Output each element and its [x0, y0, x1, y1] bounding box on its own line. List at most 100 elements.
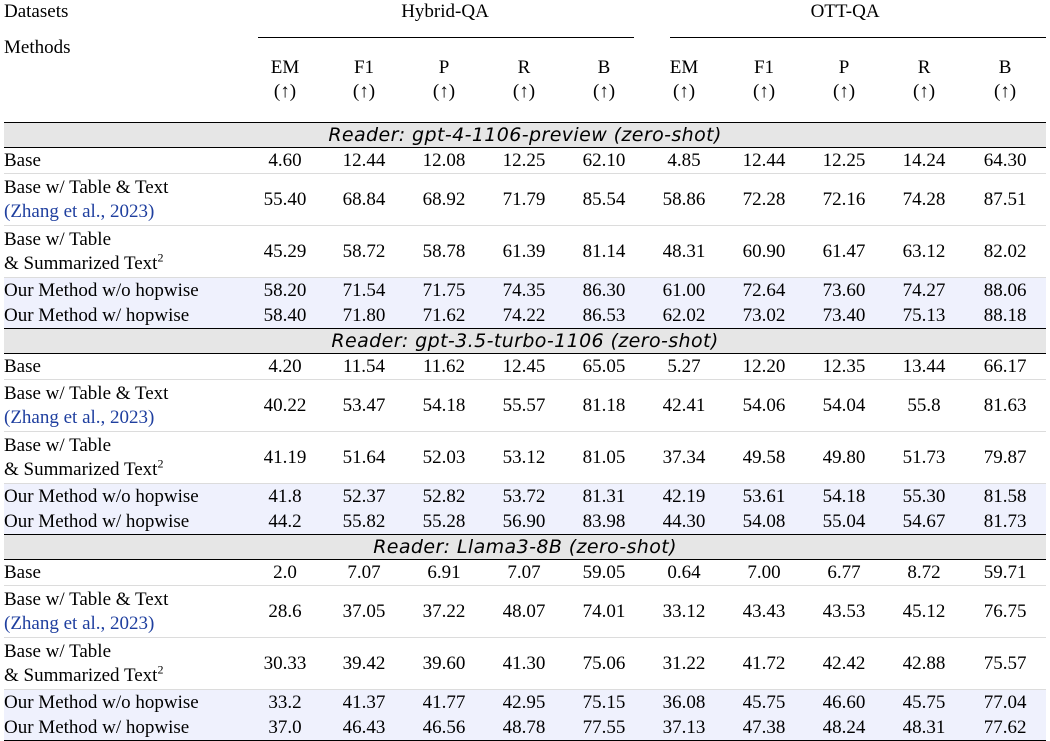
table-cell: 72.28 — [724, 173, 805, 226]
table-cell: 49.80 — [804, 431, 885, 484]
table-cell: 40.22 — [246, 379, 324, 432]
table-cell: 12.08 — [404, 147, 484, 174]
metric-header-f1: F1 (↑) — [724, 36, 805, 123]
table-cell: 72.16 — [804, 173, 885, 226]
method-label: Base w/ Table & Summarized Text2 — [4, 637, 246, 690]
table-cell: 54.04 — [804, 379, 885, 432]
table-cell: 53.61 — [724, 483, 805, 509]
datasets-header: Datasets — [4, 1, 69, 22]
table-cell: 55.04 — [804, 509, 885, 535]
table-cell: 74.27 — [884, 277, 965, 303]
citation-link[interactable]: (Zhang et al., 2023) — [4, 612, 155, 634]
table-cell: 44.2 — [246, 509, 324, 535]
table-cell: 77.04 — [964, 689, 1047, 715]
table-cell: 62.10 — [564, 147, 645, 174]
table-cell: 75.15 — [564, 689, 645, 715]
table-cell: 71.75 — [404, 277, 484, 303]
table-row: Base w/ Table & Summarized Text2 45.29 58.7… — [4, 225, 1047, 278]
table-cell: 71.79 — [484, 173, 564, 226]
table-cell: 51.64 — [324, 431, 404, 484]
table-cell: 81.14 — [564, 225, 645, 278]
method-label: Base w/ Table & Summarized Text2 — [4, 225, 246, 278]
method-label: Our Method w/ hopwise — [4, 303, 246, 329]
table-cell: 45.12 — [884, 585, 965, 638]
table-cell: 11.54 — [324, 353, 404, 380]
table-cell: 4.85 — [644, 147, 725, 174]
table-cell: 63.12 — [884, 225, 965, 278]
table-cell: 58.20 — [246, 277, 324, 303]
table-cell: 48.07 — [484, 585, 564, 638]
group-header-ott-qa: OTT-QA — [644, 0, 1047, 38]
table-cell: 75.06 — [564, 637, 645, 690]
table-cell: 12.20 — [724, 353, 805, 380]
table-cell: 52.37 — [324, 483, 404, 509]
method-label: Base w/ Table & Text (Zhang et al., 2023) — [4, 379, 246, 432]
table-cell: 88.18 — [964, 303, 1047, 329]
method-label: Base w/ Table & Summarized Text2 — [4, 431, 246, 484]
table-row: Base w/ Table & Summarized Text2 30.33 39.4… — [4, 637, 1047, 690]
table-cell: 7.00 — [724, 559, 805, 586]
table-cell: 55.82 — [324, 509, 404, 535]
table-cell: 13.44 — [884, 353, 965, 380]
table-cell: 61.47 — [804, 225, 885, 278]
table-cell: 68.92 — [404, 173, 484, 226]
table-cell: 72.64 — [724, 277, 805, 303]
table-cell: 53.47 — [324, 379, 404, 432]
results-table: Datasets Hybrid-QA OTT-QA Methods EM (↑) F… — [4, 0, 1047, 741]
table-row: Our Method w/o hopwise 33.2 41.37 41.77 42.9… — [4, 689, 1047, 715]
table-cell: 86.53 — [564, 303, 645, 329]
table-cell: 73.02 — [724, 303, 805, 329]
table-cell: 54.08 — [724, 509, 805, 535]
table-cell: 46.60 — [804, 689, 885, 715]
table-cell: 41.37 — [324, 689, 404, 715]
table-cell: 55.30 — [884, 483, 965, 509]
table-cell: 46.43 — [324, 715, 404, 741]
table-cell: 42.19 — [644, 483, 725, 509]
table-cell: 81.05 — [564, 431, 645, 484]
table-cell: 39.60 — [404, 637, 484, 690]
table-cell: 74.01 — [564, 585, 645, 638]
table-cell: 44.30 — [644, 509, 725, 535]
table-row: Base w/ Table & Text (Zhang et al., 2023)… — [4, 173, 1047, 226]
table-cell: 82.02 — [964, 225, 1047, 278]
table-cell: 37.05 — [324, 585, 404, 638]
table-row: Our Method w/ hopwise 58.40 71.80 71.62 74.2… — [4, 303, 1047, 329]
table-cell: 41.72 — [724, 637, 805, 690]
table-cell: 81.63 — [964, 379, 1047, 432]
reader-section-header: Reader: gpt-3.5-turbo-1106 (zero-shot) — [4, 328, 1047, 354]
citation-link[interactable]: (Zhang et al., 2023) — [4, 200, 155, 222]
table-row: Our Method w/ hopwise 37.0 46.43 46.56 48.78… — [4, 715, 1047, 741]
method-label: Our Method w/o hopwise — [4, 483, 246, 509]
table-cell: 76.75 — [964, 585, 1047, 638]
table-cell: 42.95 — [484, 689, 564, 715]
table-cell: 73.40 — [804, 303, 885, 329]
method-label: Our Method w/ hopwise — [4, 715, 246, 741]
table-cell: 49.58 — [724, 431, 805, 484]
table-cell: 5.27 — [644, 353, 725, 380]
table-cell: 53.72 — [484, 483, 564, 509]
table-cell: 48.31 — [884, 715, 965, 741]
metric-header-em: EM (↑) — [246, 36, 324, 123]
table-cell: 65.05 — [564, 353, 645, 380]
table-cell: 55.40 — [246, 173, 324, 226]
citation-link[interactable]: (Zhang et al., 2023) — [4, 406, 155, 428]
footnote-marker: 2 — [157, 456, 164, 471]
method-label: Base w/ Table & Text (Zhang et al., 2023) — [4, 173, 246, 226]
table-cell: 12.44 — [724, 147, 805, 174]
table-cell: 79.87 — [964, 431, 1047, 484]
table-cell: 47.38 — [724, 715, 805, 741]
table-cell: 60.90 — [724, 225, 805, 278]
table-cell: 7.07 — [324, 559, 404, 586]
table-cell: 12.45 — [484, 353, 564, 380]
table-cell: 88.06 — [964, 277, 1047, 303]
table-cell: 74.28 — [884, 173, 965, 226]
metric-header-p: P (↑) — [804, 36, 885, 123]
reader-section-header: Reader: gpt-4-1106-preview (zero-shot) — [4, 122, 1047, 148]
table-row: Our Method w/ hopwise 44.2 55.82 55.28 56.90… — [4, 509, 1047, 535]
table-cell: 12.25 — [484, 147, 564, 174]
table-row: Our Method w/o hopwise 58.20 71.54 71.75 74.… — [4, 277, 1047, 303]
table-cell: 81.31 — [564, 483, 645, 509]
table-cell: 4.60 — [246, 147, 324, 174]
table-cell: 43.43 — [724, 585, 805, 638]
table-row: Base w/ Table & Text (Zhang et al., 2023)… — [4, 585, 1047, 638]
